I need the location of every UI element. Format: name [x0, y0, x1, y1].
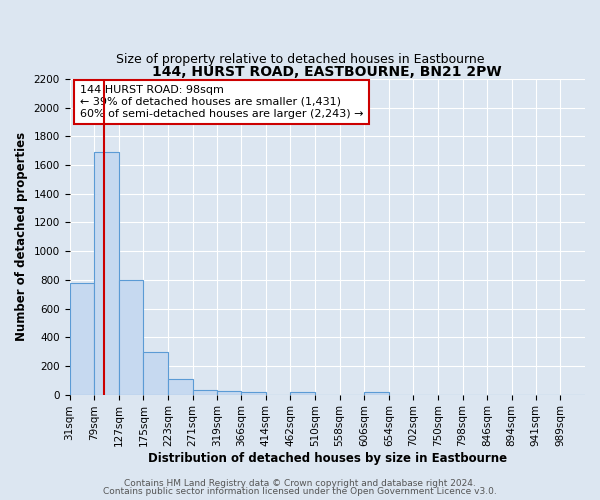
Text: Contains public sector information licensed under the Open Government Licence v3: Contains public sector information licen… [103, 487, 497, 496]
Text: Contains HM Land Registry data © Crown copyright and database right 2024.: Contains HM Land Registry data © Crown c… [124, 478, 476, 488]
Bar [241, 392, 266, 394]
Title: 144, HURST ROAD, EASTBOURNE, BN21 2PW: 144, HURST ROAD, EASTBOURNE, BN21 2PW [152, 65, 502, 79]
Y-axis label: Number of detached properties: Number of detached properties [15, 132, 28, 342]
Bar [94, 152, 119, 394]
Bar [217, 391, 241, 394]
Bar [143, 352, 168, 395]
Bar [290, 392, 315, 394]
Bar [119, 280, 143, 394]
Bar [70, 284, 94, 395]
X-axis label: Distribution of detached houses by size in Eastbourne: Distribution of detached houses by size … [148, 452, 507, 465]
Bar [193, 390, 217, 394]
Text: Size of property relative to detached houses in Eastbourne: Size of property relative to detached ho… [116, 52, 484, 66]
Bar [364, 392, 389, 394]
Text: 144 HURST ROAD: 98sqm
← 39% of detached houses are smaller (1,431)
60% of semi-d: 144 HURST ROAD: 98sqm ← 39% of detached … [80, 86, 364, 118]
Bar [168, 378, 193, 394]
